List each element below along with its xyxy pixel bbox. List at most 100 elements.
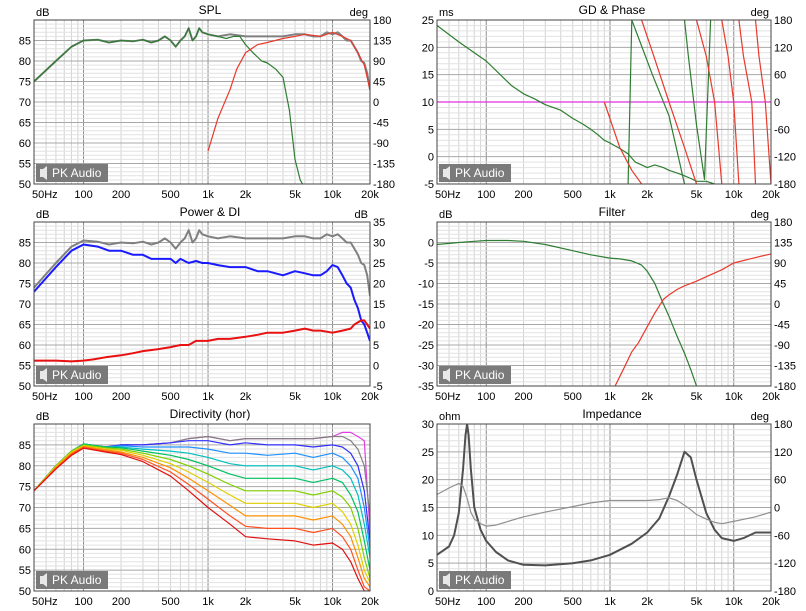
- x-tick-label: 500: [161, 189, 179, 201]
- y-tick-label: 75: [19, 482, 31, 494]
- y2-tick-label: -135: [373, 159, 395, 171]
- y-tick-label: -20: [418, 320, 434, 332]
- chart-panel-3: 50Hz 100 200 500 1k 2k 5k 10k 20k505560657075808…: [19, 205, 386, 403]
- y2-tick-label: 0: [373, 361, 379, 373]
- y2-tick-label: -60: [774, 530, 790, 542]
- y2-tick-label: 0: [373, 97, 379, 109]
- x-tick-label: 500: [564, 189, 582, 201]
- x-tick-label: 2k: [240, 391, 252, 403]
- series-group: [437, 20, 771, 184]
- y-unit-label: dB: [36, 411, 49, 423]
- y-tick-label: 0: [428, 152, 434, 164]
- y-tick-label: 55: [19, 565, 31, 577]
- x-tick-label: 10k: [324, 189, 342, 201]
- series-group: [34, 431, 370, 591]
- x-tick-label: 50Hz: [32, 391, 58, 403]
- y-tick-label: -25: [418, 340, 434, 352]
- y-tick-label: -35: [418, 381, 434, 393]
- x-tick-label: 200: [514, 189, 532, 201]
- y2-tick-label: 25: [373, 258, 385, 270]
- y-tick-label: -5: [424, 258, 434, 270]
- plot-border: [33, 221, 371, 387]
- series-line-8: [695, 20, 723, 184]
- chart-panel-5: 50Hz 100 200 500 1k 2k 5k 10k 20k 50 55 60 65 70 75 80 8…: [19, 407, 380, 608]
- x-tick-label: 5k: [691, 391, 703, 403]
- y2-tick-label: 180: [373, 15, 391, 27]
- x-tick-label: 5k: [691, 596, 703, 608]
- y-tick-label: 70: [19, 97, 31, 109]
- y-tick-label: -30: [418, 361, 434, 373]
- y-tick-label: 15: [422, 70, 434, 82]
- plot-border: [33, 19, 371, 185]
- y2-tick-label: 5: [373, 340, 379, 352]
- y-tick-label: 80: [19, 461, 31, 473]
- x-tick-label: 50Hz: [435, 596, 461, 608]
- chart-title: Directivity (hor): [170, 407, 251, 421]
- x-tick-label: 500: [564, 596, 582, 608]
- y-tick-label: 50: [19, 381, 31, 393]
- y-tick-label: 65: [19, 118, 31, 130]
- y-tick-label: 70: [19, 299, 31, 311]
- x-tick-label: 2k: [240, 189, 252, 201]
- y2-tick-label: -180: [774, 381, 796, 393]
- x-tick-label: 2k: [641, 391, 653, 403]
- y-tick-label: 65: [19, 523, 31, 535]
- y2-tick-label: 120: [774, 42, 792, 54]
- series-line-9: [721, 20, 740, 184]
- x-tick-label: 1k: [202, 391, 214, 403]
- x-tick-label: 500: [564, 391, 582, 403]
- series-line-2: [437, 482, 771, 527]
- y-tick-label: 85: [19, 440, 31, 452]
- y2-tick-label: 60: [774, 475, 786, 487]
- series-line-2: [614, 253, 771, 386]
- y2-tick-label: -5: [373, 381, 383, 393]
- x-tick-label: 100: [74, 596, 92, 608]
- x-tick-label: 10k: [725, 391, 743, 403]
- y2-tick-label: 0: [774, 97, 780, 109]
- y-tick-label: 50: [19, 179, 31, 191]
- chart-panel-4: 50Hz 100 200 500 1k 2k 5k 10k 20k -35 -30 -25 -20 -15…: [418, 205, 796, 403]
- watermark-text: PK Audio: [455, 368, 505, 382]
- y2-unit-label: deg: [751, 411, 769, 423]
- x-tick-label: 2k: [641, 596, 653, 608]
- series-line-11: [34, 447, 370, 591]
- speaker-icon: [40, 368, 47, 382]
- chart-title: GD & Phase: [579, 3, 646, 17]
- pk-audio-badge: PK Audio: [36, 571, 108, 589]
- x-tick-label: 500: [161, 391, 179, 403]
- y2-tick-label: 135: [373, 36, 391, 48]
- y-unit-label: dB: [439, 209, 452, 221]
- x-tick-label: 100: [477, 596, 495, 608]
- y2-tick-label: 0: [774, 503, 780, 515]
- y2-tick-label: 0: [774, 299, 780, 311]
- x-tick-label: 1k: [604, 596, 616, 608]
- series-line-9: [34, 445, 370, 588]
- x-tick-label: 5k: [289, 596, 301, 608]
- x-tick-label: 100: [74, 391, 92, 403]
- y2-tick-label: -90: [774, 340, 790, 352]
- y-tick-label: 20: [422, 42, 434, 54]
- speaker-icon: [443, 166, 450, 180]
- x-tick-label: 50Hz: [435, 391, 461, 403]
- y2-tick-label: -180: [774, 586, 796, 598]
- y-tick-label: 10: [422, 530, 434, 542]
- y2-unit-label: dB: [355, 209, 368, 221]
- y-tick-label: 60: [19, 544, 31, 556]
- y2-tick-label: 30: [373, 238, 385, 250]
- y-tick-label: -10: [418, 279, 434, 291]
- chart-panel-6: 50Hz 100 200 500 1k 2k 5k 10k 20k 0 5 10 15 20 25 30 -18…: [422, 407, 796, 608]
- y-tick-label: 80: [19, 56, 31, 68]
- chart-title: Power & DI: [180, 205, 241, 219]
- x-tick-label: 50Hz: [435, 189, 461, 201]
- x-tick-label: 500: [161, 596, 179, 608]
- x-tick-label: 2k: [240, 596, 252, 608]
- x-tick-label: 5k: [289, 189, 301, 201]
- y-unit-label: ms: [439, 7, 454, 19]
- y2-unit-label: deg: [751, 7, 769, 19]
- y-tick-label: 55: [19, 159, 31, 171]
- grid: [34, 19, 370, 185]
- y-tick-label: 55: [19, 361, 31, 373]
- y-tick-label: 5: [428, 124, 434, 136]
- series-line-11: [754, 20, 771, 184]
- chart-title: Impedance: [582, 407, 642, 421]
